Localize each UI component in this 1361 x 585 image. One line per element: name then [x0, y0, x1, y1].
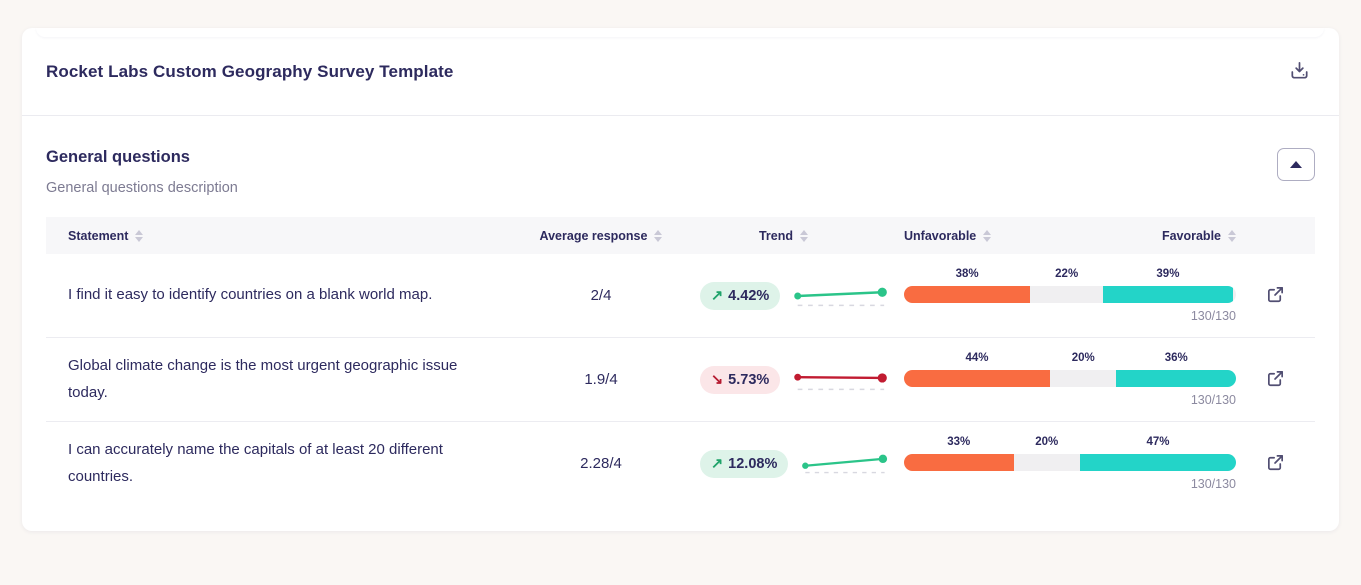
open-statement-button[interactable]: [1262, 449, 1289, 479]
trend-up-arrow-icon: ↗: [711, 287, 724, 304]
average-response-value: 2/4: [590, 287, 612, 304]
trend-cell: ↗ 4.42%: [676, 280, 891, 312]
neutral-pct-label: 20%: [1035, 436, 1059, 448]
open-statement-button[interactable]: [1262, 365, 1289, 395]
trend-sparkline: [794, 372, 888, 390]
trend-sparkline: [794, 287, 888, 306]
page-title: Rocket Labs Custom Geography Survey Temp…: [46, 61, 454, 81]
trend-cell: ↗ 12.08%: [676, 448, 891, 480]
caret-up-icon: [1290, 161, 1302, 168]
download-icon: [1288, 59, 1311, 85]
average-response-value: 2.28/4: [580, 455, 622, 472]
distribution-bar: [904, 286, 1236, 303]
trend-badge: ↗ 12.08%: [700, 449, 789, 478]
unfavorable-segment: [904, 370, 1051, 387]
trend-sparkline: [802, 454, 888, 473]
distribution-cell: 44% 20% 36% 130/130: [891, 352, 1236, 407]
sort-icon: [800, 229, 809, 242]
unfavorable-segment: [904, 286, 1031, 303]
external-link-icon: [1266, 369, 1285, 391]
column-header-trend[interactable]: Trend: [759, 229, 809, 243]
survey-template-card: Rocket Labs Custom Geography Survey Temp…: [22, 28, 1339, 531]
neutral-segment: [1013, 454, 1080, 471]
open-statement-button[interactable]: [1262, 281, 1289, 311]
external-link-icon: [1266, 453, 1285, 475]
sort-icon: [654, 229, 663, 242]
neutral-segment: [1050, 370, 1117, 387]
favorable-pct-label: 47%: [1146, 436, 1170, 448]
response-count: 130/130: [1190, 477, 1236, 491]
favorable-pct-label: 36%: [1164, 352, 1188, 364]
trend-value: 12.08%: [728, 455, 778, 472]
sort-icon: [135, 229, 144, 242]
section-title: General questions: [46, 148, 190, 166]
download-button[interactable]: [1284, 55, 1315, 89]
section-description: General questions description: [46, 180, 238, 196]
statement-text: Global climate change is the most urgent…: [68, 357, 458, 401]
distribution-bar: [904, 454, 1236, 471]
column-header-average-response[interactable]: Average response: [540, 229, 663, 243]
favorable-segment: [1116, 370, 1236, 387]
trend-badge: ↘ 5.73%: [700, 365, 781, 394]
neutral-pct-label: 22%: [1055, 268, 1079, 280]
card-header: Rocket Labs Custom Geography Survey Temp…: [22, 28, 1339, 116]
table-row: Global climate change is the most urgent…: [46, 337, 1315, 421]
unfavorable-pct-label: 38%: [955, 268, 979, 280]
table-row: I find it easy to identify countries on …: [46, 254, 1315, 337]
column-header-statement[interactable]: Statement: [46, 229, 526, 243]
trend-up-arrow-icon: ↗: [711, 455, 724, 472]
statements-table: Statement Average response Trend Unfavor…: [46, 217, 1315, 505]
unfavorable-pct-label: 44%: [965, 352, 989, 364]
trend-down-arrow-icon: ↘: [711, 371, 724, 388]
favorable-pct-label: 39%: [1156, 268, 1180, 280]
response-count: 130/130: [1190, 393, 1236, 407]
average-response-value: 1.9/4: [584, 371, 618, 388]
neutral-segment: [1030, 286, 1104, 303]
column-header-unfavorable[interactable]: Unfavorable: [904, 229, 992, 243]
external-link-icon: [1266, 285, 1285, 307]
previous-card-edge: [36, 28, 1324, 37]
unfavorable-segment: [904, 454, 1014, 471]
statement-text: I can accurately name the capitals of at…: [68, 441, 443, 485]
statement-text: I find it easy to identify countries on …: [68, 286, 433, 304]
collapse-section-button[interactable]: [1277, 148, 1315, 181]
distribution-cell: 33% 20% 47% 130/130: [891, 436, 1236, 491]
response-count: 130/130: [1190, 309, 1236, 323]
distribution-cell: 38% 22% 39% 130/130: [891, 268, 1236, 323]
distribution-bar: [904, 370, 1236, 387]
trend-value: 4.42%: [728, 287, 770, 304]
favorable-segment: [1103, 286, 1233, 303]
sort-icon: [983, 229, 992, 242]
sort-icon: [1228, 229, 1236, 242]
general-questions-section: General questions General questions desc…: [22, 148, 1339, 505]
trend-badge: ↗ 4.42%: [700, 281, 781, 310]
column-header-favorable[interactable]: Favorable: [1162, 229, 1236, 243]
unfavorable-pct-label: 33%: [947, 436, 971, 448]
favorable-segment: [1079, 454, 1236, 471]
trend-value: 5.73%: [728, 371, 770, 388]
table-header-row: Statement Average response Trend Unfavor…: [46, 217, 1315, 254]
trend-cell: ↘ 5.73%: [676, 364, 891, 396]
table-row: I can accurately name the capitals of at…: [46, 421, 1315, 505]
neutral-pct-label: 20%: [1071, 352, 1095, 364]
